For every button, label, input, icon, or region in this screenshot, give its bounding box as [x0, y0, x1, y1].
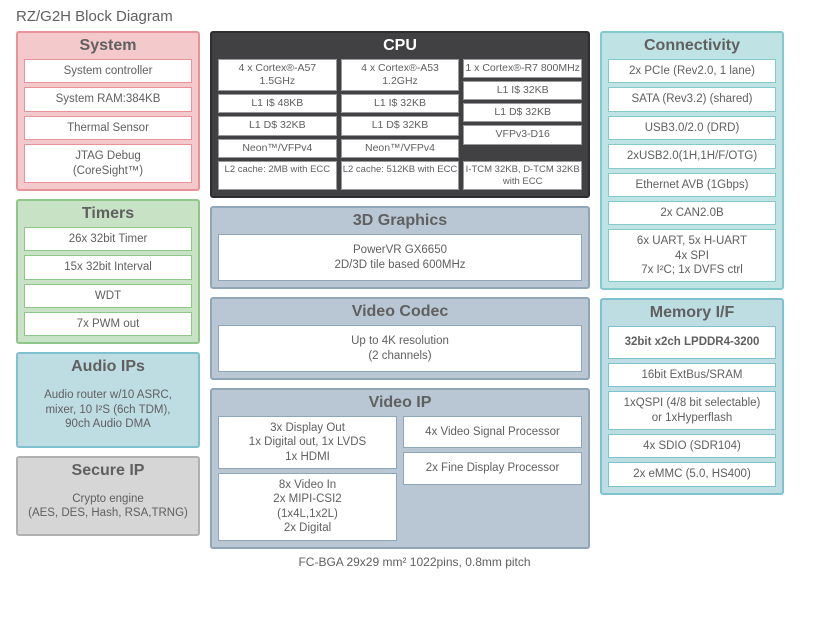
block-audio: Audio IPs Audio router w/10 ASRC, mixer,…	[16, 352, 200, 447]
cpu-cores: 4 x Cortex®-A57 1.5GHz L1 I$ 48KB L1 D$ …	[218, 59, 582, 158]
cpu-core-head: 4 x Cortex®-A57 1.5GHz	[218, 59, 337, 91]
cpu-core: 4 x Cortex®-A57 1.5GHz L1 I$ 48KB L1 D$ …	[218, 59, 337, 158]
cpu-core: 4 x Cortex®-A53 1.2GHz L1 I$ 32KB L1 D$ …	[341, 59, 460, 158]
block-gpu: 3D Graphics PowerVR GX6650 2D/3D tile ba…	[210, 206, 590, 289]
cpu-core-row: Neon™/VFPv4	[218, 139, 337, 158]
vip-left: 3x Display Out 1x Digital out, 1x LVDS 1…	[218, 416, 397, 541]
cpu-l2: L2 cache: 2MB with ECC	[218, 161, 337, 191]
block-videoip: Video IP 3x Display Out 1x Digital out, …	[210, 388, 590, 549]
conn-item: 2xUSB2.0(1H,1H/F/OTG)	[608, 144, 776, 168]
block-system: System System controller System RAM:384K…	[16, 31, 200, 191]
mem-item: 4x SDIO (SDR104)	[608, 434, 776, 458]
block-connectivity: Connectivity 2x PCIe (Rev2.0, 1 lane) SA…	[600, 31, 784, 290]
cpu-core-head: 4 x Cortex®-A53 1.2GHz	[341, 59, 460, 91]
timers-item: 26x 32bit Timer	[24, 227, 192, 251]
block-timers-title: Timers	[24, 205, 192, 223]
system-item: System controller	[24, 59, 192, 83]
conn-item: USB3.0/2.0 (DRD)	[608, 116, 776, 140]
timers-item: 7x PWM out	[24, 312, 192, 336]
col-right: Connectivity 2x PCIe (Rev2.0, 1 lane) SA…	[600, 31, 784, 549]
diagram-grid: System System controller System RAM:384K…	[16, 31, 813, 549]
cpu-l2: I-TCM 32KB, D-TCM 32KB with ECC	[463, 161, 582, 191]
block-conn-title: Connectivity	[608, 37, 776, 55]
footer: FC-BGA 29x29 mm² 1022pins, 0.8mm pitch	[16, 555, 813, 569]
system-item: Thermal Sensor	[24, 116, 192, 140]
mem-item: 16bit ExtBus/SRAM	[608, 363, 776, 387]
cpu-l2: L2 cache: 512KB with ECC	[341, 161, 460, 191]
block-secure: Secure IP Crypto engine (AES, DES, Hash,…	[16, 456, 200, 537]
cpu-core-head: 1 x Cortex®-R7 800MHz	[463, 59, 582, 78]
vip-item: 8x Video In 2x MIPI-CSI2 (1x4L,1x2L) 2x …	[218, 473, 397, 541]
cpu-core-row: Neon™/VFPv4	[341, 139, 460, 158]
block-codec-title: Video Codec	[218, 303, 582, 321]
timers-item: WDT	[24, 284, 192, 308]
page-title: RZ/G2H Block Diagram	[16, 8, 813, 25]
conn-item: 2x CAN2.0B	[608, 201, 776, 225]
block-gpu-title: 3D Graphics	[218, 212, 582, 230]
timers-item: 15x 32bit Interval	[24, 255, 192, 279]
col-mid: CPU 4 x Cortex®-A57 1.5GHz L1 I$ 48KB L1…	[210, 31, 590, 549]
secure-body: Crypto engine (AES, DES, Hash, RSA,TRNG)	[24, 484, 192, 529]
cpu-core-row: VFPv3-D16	[463, 125, 582, 144]
cpu-l2-row: L2 cache: 2MB with ECC L2 cache: 512KB w…	[218, 161, 582, 191]
cpu-core-row: L1 I$ 32KB	[463, 81, 582, 100]
block-system-title: System	[24, 37, 192, 55]
cpu-core-row: L1 D$ 32KB	[463, 103, 582, 122]
system-item: System RAM:384KB	[24, 87, 192, 111]
col-left: System System controller System RAM:384K…	[16, 31, 200, 549]
codec-body: Up to 4K resolution (2 channels)	[218, 325, 582, 372]
gpu-body: PowerVR GX6650 2D/3D tile based 600MHz	[218, 234, 582, 281]
mem-item: 32bit x2ch LPDDR4-3200	[608, 326, 776, 358]
block-videoip-title: Video IP	[218, 394, 582, 412]
block-codec: Video Codec Up to 4K resolution (2 chann…	[210, 297, 590, 380]
cpu-core-row: L1 I$ 48KB	[218, 94, 337, 113]
vip-item: 3x Display Out 1x Digital out, 1x LVDS 1…	[218, 416, 397, 469]
block-cpu: CPU 4 x Cortex®-A57 1.5GHz L1 I$ 48KB L1…	[210, 31, 590, 198]
vip-right: 4x Video Signal Processor 2x Fine Displa…	[403, 416, 582, 541]
conn-item: Ethernet AVB (1Gbps)	[608, 173, 776, 197]
block-memory: Memory I/F 32bit x2ch LPDDR4-3200 16bit …	[600, 298, 784, 494]
conn-item: 2x PCIe (Rev2.0, 1 lane)	[608, 59, 776, 83]
block-mem-title: Memory I/F	[608, 304, 776, 322]
block-secure-title: Secure IP	[24, 462, 192, 480]
mem-item: 1xQSPI (4/8 bit selectable) or 1xHyperfl…	[608, 391, 776, 430]
cpu-core: 1 x Cortex®-R7 800MHz L1 I$ 32KB L1 D$ 3…	[463, 59, 582, 158]
system-item: JTAG Debug (CoreSight™)	[24, 144, 192, 183]
audio-body: Audio router w/10 ASRC, mixer, 10 I²S (6…	[24, 380, 192, 439]
cpu-core-row: L1 D$ 32KB	[341, 116, 460, 135]
vip-item: 2x Fine Display Processor	[403, 452, 582, 484]
mem-item: 2x eMMC (5.0, HS400)	[608, 462, 776, 486]
cpu-core-row: L1 D$ 32KB	[218, 116, 337, 135]
conn-item: SATA (Rev3.2) (shared)	[608, 87, 776, 111]
vip-item: 4x Video Signal Processor	[403, 416, 582, 448]
block-audio-title: Audio IPs	[24, 358, 192, 376]
block-cpu-title: CPU	[218, 37, 582, 55]
block-timers: Timers 26x 32bit Timer 15x 32bit Interva…	[16, 199, 200, 345]
conn-item: 6x UART, 5x H-UART 4x SPI 7x I²C; 1x DVF…	[608, 229, 776, 282]
cpu-core-row: L1 I$ 32KB	[341, 94, 460, 113]
